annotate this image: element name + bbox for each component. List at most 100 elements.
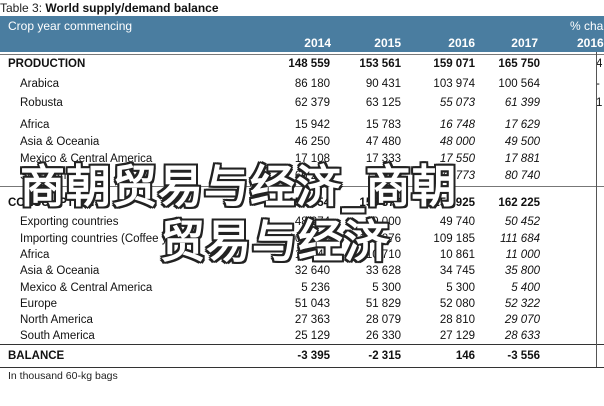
row-label: Asia & Oceania [20,136,100,148]
year-col-2017: 2017 [511,36,538,50]
cell-value: 90 431 [365,78,401,90]
table-row: Exporting countries 48 374 49 000 49 740 50 … [0,214,604,231]
cell-pct-change: - [596,78,600,90]
cell-value: 153 561 [359,58,401,70]
table-row: Importing countries (Coffee years) 103 58… [0,231,604,248]
cell-value: 48 000 [439,136,475,148]
row-label: South America [20,170,95,182]
row-label: Africa [20,249,50,261]
cell-value: 100 564 [498,78,540,90]
cell-value: 80 740 [504,170,540,182]
cell-value: 49 740 [439,216,475,228]
cell-value: 103 580 [288,233,330,245]
cell-pct-change: 4 [596,58,603,70]
cell-value: 17 550 [439,153,475,165]
table-row: PRODUCTION 148 559 153 561 159 071 165 750 4 [0,56,604,73]
cell-value: 72 965 [365,170,401,182]
cell-value: 27 129 [439,330,475,342]
table-row: North America 27 363 28 079 28 810 29 070 [0,312,604,329]
cell-value: 34 745 [439,265,475,277]
row-label: Arabica [20,78,59,90]
cell-value: 61 399 [504,97,540,109]
year-col-2014: 2014 [304,36,331,50]
table-row: Europe 51 043 51 829 52 080 52 322 [0,296,604,313]
cell-value: 159 071 [433,58,475,70]
cell-value: 47 480 [365,136,401,148]
cell-value: 158 925 [433,197,475,209]
year-col-2016-pct: 2016 [577,36,604,50]
cell-value: 86 180 [294,78,330,90]
cell-value: 46 250 [294,136,330,148]
cell-value: 10 543 [294,249,330,261]
divider-mid [0,186,604,187]
table-title-text: World supply/demand balance [45,1,219,15]
table-row: Africa 10 543 10 710 10 861 11 000 [0,247,604,264]
cell-value: -3 395 [297,350,330,362]
row-label: Europe [20,298,58,310]
cell-pct-change: 1 [596,97,603,109]
cell-value: 15 783 [365,119,401,131]
row-label: Asia & Oceania [20,265,100,277]
header-label: Crop year commencing [8,19,133,33]
cell-value: 162 225 [498,197,540,209]
year-col-2015: 2015 [374,36,401,50]
divider-balance [0,344,604,345]
cell-value: 33 628 [365,265,401,277]
cell-value: 27 363 [294,314,330,326]
divider-top [0,54,604,55]
row-label: Africa [20,119,50,131]
cell-value: 28 633 [504,330,540,342]
cell-value: 29 070 [504,314,540,326]
row-label: BALANCE [8,350,65,362]
cell-value: 26 330 [365,330,401,342]
cell-value: 10 710 [365,249,401,261]
cell-value: 62 379 [294,97,330,109]
cell-value: 5 300 [446,282,475,294]
table-row: Robusta 62 379 63 125 55 073 61 399 1 [0,95,604,112]
row-label: CONSUMPTION [8,197,95,209]
cell-value: 28 079 [365,314,401,326]
cell-value: 35 800 [504,265,540,277]
table-header: Crop year commencing % cha 2014 2015 201… [0,16,604,52]
header-pct-change: % cha [570,19,604,33]
cell-value: 49 000 [365,216,401,228]
cell-value: 52 080 [439,298,475,310]
cell-value: -2 315 [368,350,401,362]
cell-value: 165 750 [498,58,540,70]
cell-value: 52 322 [504,298,540,310]
divider-bottom [0,367,604,368]
table-row: BALANCE -3 395 -2 315 146 -3 556 [0,348,604,365]
cell-value: 32 640 [294,265,330,277]
cell-value: 51 829 [365,298,401,310]
table-row: Asia & Oceania 32 640 33 628 34 745 35 800 [0,263,604,280]
cell-value: 49 500 [504,136,540,148]
table-row: Mexico & Central America 17 108 17 333 17 5… [0,151,604,168]
year-col-2016: 2016 [448,36,475,50]
cell-value: 11 000 [505,249,540,261]
cell-value: 17 881 [504,153,540,165]
table-row: South America 25 129 26 330 27 129 28 633 [0,328,604,345]
cell-value: 15 942 [294,119,330,131]
table-row: Africa 15 942 15 783 16 748 17 629 [0,117,604,134]
cell-value: 103 974 [433,78,475,90]
cell-value: 55 073 [439,97,475,109]
row-label: North America [20,314,93,326]
table-row: South America 69 259 72 965 76 773 80 740 [0,168,604,185]
cell-value: 25 129 [294,330,330,342]
cell-value: 17 108 [294,153,330,165]
cell-value: 146 [455,350,475,362]
row-label: Exporting countries [20,216,119,228]
row-label: South America [20,330,95,342]
cell-value: -3 556 [507,350,540,362]
row-label: Mexico & Central America [20,153,153,165]
cell-value: 5 236 [301,282,330,294]
cell-value: 155 876 [359,197,401,209]
cell-value: 5 400 [511,282,540,294]
table-footnote: In thousand 60-kg bags [8,370,118,382]
cell-value: 10 861 [439,249,475,261]
table-row: Asia & Oceania 46 250 47 480 48 000 49 500 [0,134,604,151]
cell-value: 106 876 [359,233,401,245]
row-label: PRODUCTION [8,58,86,70]
cell-value: 16 748 [439,119,475,131]
cell-value: 69 259 [294,170,330,182]
